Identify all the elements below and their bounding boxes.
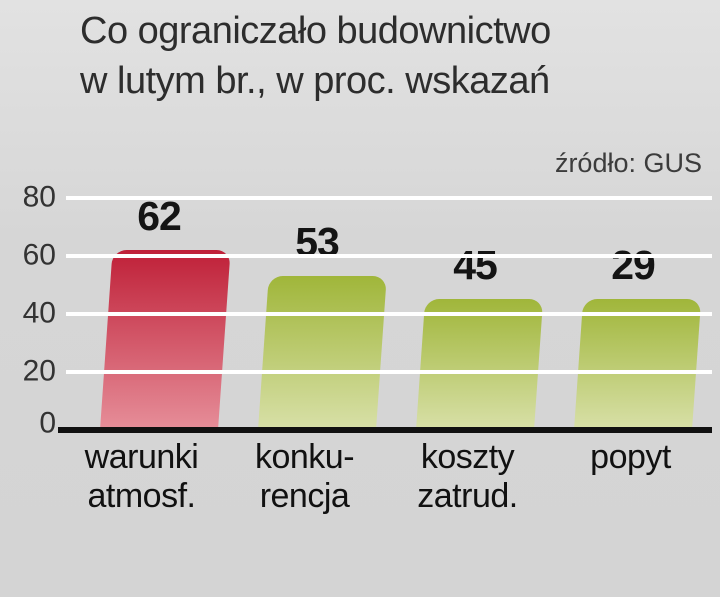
y-tick-60: 60 [22,238,56,272]
bar-value-label: 45 [453,242,498,288]
chart-title-line2: w lutym br., w proc. wskazań [80,60,550,102]
y-tick-0: 0 [39,406,56,440]
y-tick-20: 20 [22,354,56,388]
category-label-line: atmosf. [87,477,196,515]
bar-koszty-zatrud [416,299,544,430]
bar-value-label: 62 [137,193,182,239]
y-tick-80: 80 [22,180,56,214]
category-label-line: konku- [254,438,355,476]
category-label-popyt: popyt [549,438,712,516]
plot-area: 62 53 45 29 [66,193,712,430]
gridline-20 [66,370,712,374]
category-label-line: koszty [420,438,515,476]
category-label-line: popyt [590,438,671,476]
source-label: źródło: GUS [554,148,702,178]
chart-title: Co ograniczało budownictwo w lutym br., … [80,6,551,106]
x-axis-baseline [58,427,712,433]
category-label-line: rencja [259,477,350,515]
bar-value-label: 29 [611,242,656,288]
category-label-line: warunki [84,438,199,476]
x-axis-labels: warunki atmosf. konku- rencja koszty zat… [56,438,712,516]
bar-warunki-atmosf [100,250,231,430]
bar-group-popyt: 29 [554,138,712,430]
category-label-konkurencja: konku- rencja [223,438,386,516]
chart-title-line1: Co ograniczało budownictwo [80,10,551,52]
gridline-40 [66,312,712,316]
category-label-warunki-atmosf: warunki atmosf. [60,438,223,516]
bar-popyt [574,299,702,430]
y-tick-40: 40 [22,296,56,330]
bar-value-label: 53 [295,219,340,265]
bar-konkurencja [258,276,387,430]
gridline-60 [66,254,712,258]
category-label-koszty-zatrud: koszty zatrud. [386,438,549,516]
category-label-line: zatrud. [417,477,518,515]
y-axis: 80 60 40 20 0 [0,0,58,470]
bar-group-warunki-atmosf: 62 [80,138,238,430]
gridline-80 [66,196,712,200]
bar-group-koszty-zatrud: 45 [396,138,554,430]
bar-group-konkurencja: 53 [238,138,396,430]
bars: 62 53 45 29 [66,138,712,430]
